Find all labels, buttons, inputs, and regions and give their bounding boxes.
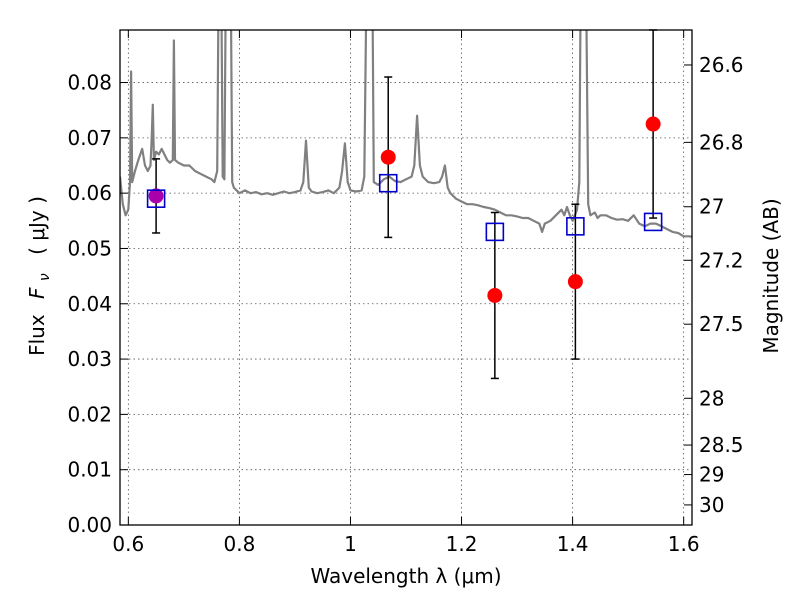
x-tick-label: 1.6 [668, 532, 700, 556]
model-photometry-point [146, 189, 166, 208]
observed-point [380, 149, 396, 165]
tick-labels: 0.6 0.8 1 1.2 1.4 1.6 0.00 0.01 0.02 0.03 0.04 0.05… [67, 53, 743, 556]
y-tick-label: 0.02 [67, 402, 112, 426]
y-axis-label: Flux F ν ( μJy ) [25, 196, 54, 356]
model-photometry-point [643, 212, 663, 232]
right-tick-label: 27 [699, 195, 724, 219]
right-tick-label: 27.2 [699, 248, 744, 272]
plot-frame [119, 29, 693, 526]
y-tick-label: 0.03 [67, 347, 112, 371]
right-tick-label: 29 [699, 463, 724, 487]
y-axis-label-symbol-sub: ν [37, 273, 53, 281]
y-tick-label: 0.00 [67, 513, 112, 537]
x-tick-label: 1 [344, 532, 357, 556]
x-axis-label: Wavelength λ (μm) [310, 564, 501, 588]
y-tick-label: 0.07 [67, 126, 112, 150]
model-spectrum-line [120, 30, 692, 238]
observed-point [567, 274, 583, 290]
y-tick-label: 0.01 [67, 458, 112, 482]
y-tick-label: 0.06 [67, 181, 112, 205]
right-tick-label: 28 [699, 386, 724, 410]
y-tick-label: 0.08 [67, 71, 112, 95]
x-tick-label: 1.2 [446, 532, 478, 556]
right-axis-label: Magnitude (AB) [759, 198, 783, 353]
tick-marks [120, 30, 692, 526]
model-photometry-point [378, 173, 398, 193]
observed-point [148, 188, 164, 204]
y-tick-label: 0.05 [67, 236, 112, 260]
y-axis-label-symbol: F [25, 287, 49, 299]
y-axis-label-units: ( μJy ) [25, 196, 49, 255]
model-spectrum [120, 30, 692, 238]
x-tick-label: 1.4 [557, 532, 589, 556]
right-tick-label: 26.6 [699, 53, 744, 77]
right-tick-label: 30 [699, 493, 724, 517]
model-photometry-point [485, 222, 505, 242]
model-photometry-point [566, 217, 585, 236]
observed-points [148, 116, 661, 303]
right-tick-label: 28.5 [699, 433, 744, 457]
right-tick-label: 26.8 [699, 130, 744, 154]
observed-point [645, 116, 661, 132]
x-tick-label: 0.8 [223, 532, 255, 556]
y-tick-label: 0.04 [67, 292, 112, 316]
model-photometry-points [146, 173, 663, 242]
x-tick-label: 0.6 [112, 532, 144, 556]
grid-layer [120, 30, 692, 526]
right-tick-label: 27.5 [699, 312, 744, 336]
y-axis-label-prefix: Flux [25, 314, 49, 356]
observed-point [487, 287, 503, 303]
